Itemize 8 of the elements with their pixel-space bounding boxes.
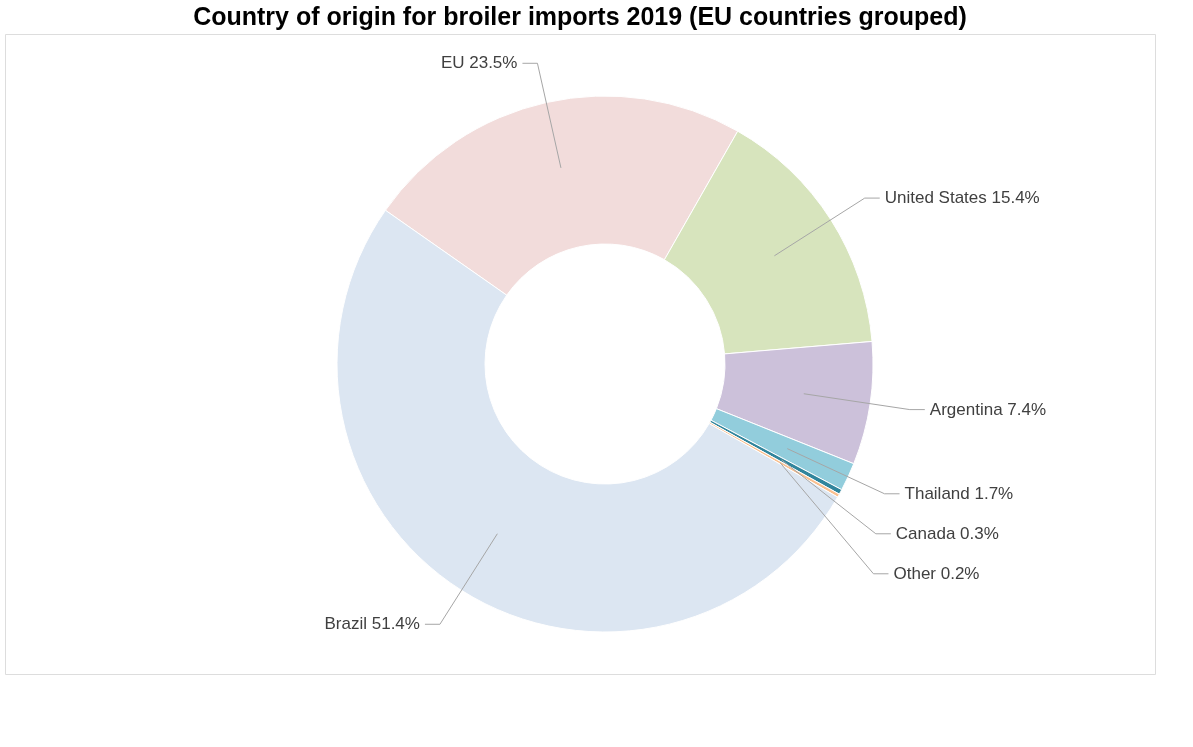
slice-label: Other 0.2% — [893, 563, 980, 583]
chart-title: Country of origin for broiler imports 2019 (EU countries grouped) — [193, 2, 967, 30]
slice-label: EU 23.5% — [440, 53, 518, 73]
slice-label: Canada 0.3% — [895, 523, 999, 543]
slice-label: Brazil 51.4% — [324, 614, 420, 634]
slice-label: United States 15.4% — [884, 188, 1040, 208]
slice-label: Argentina 7.4% — [929, 399, 1047, 419]
slice-label: Thailand 1.7% — [904, 483, 1014, 503]
